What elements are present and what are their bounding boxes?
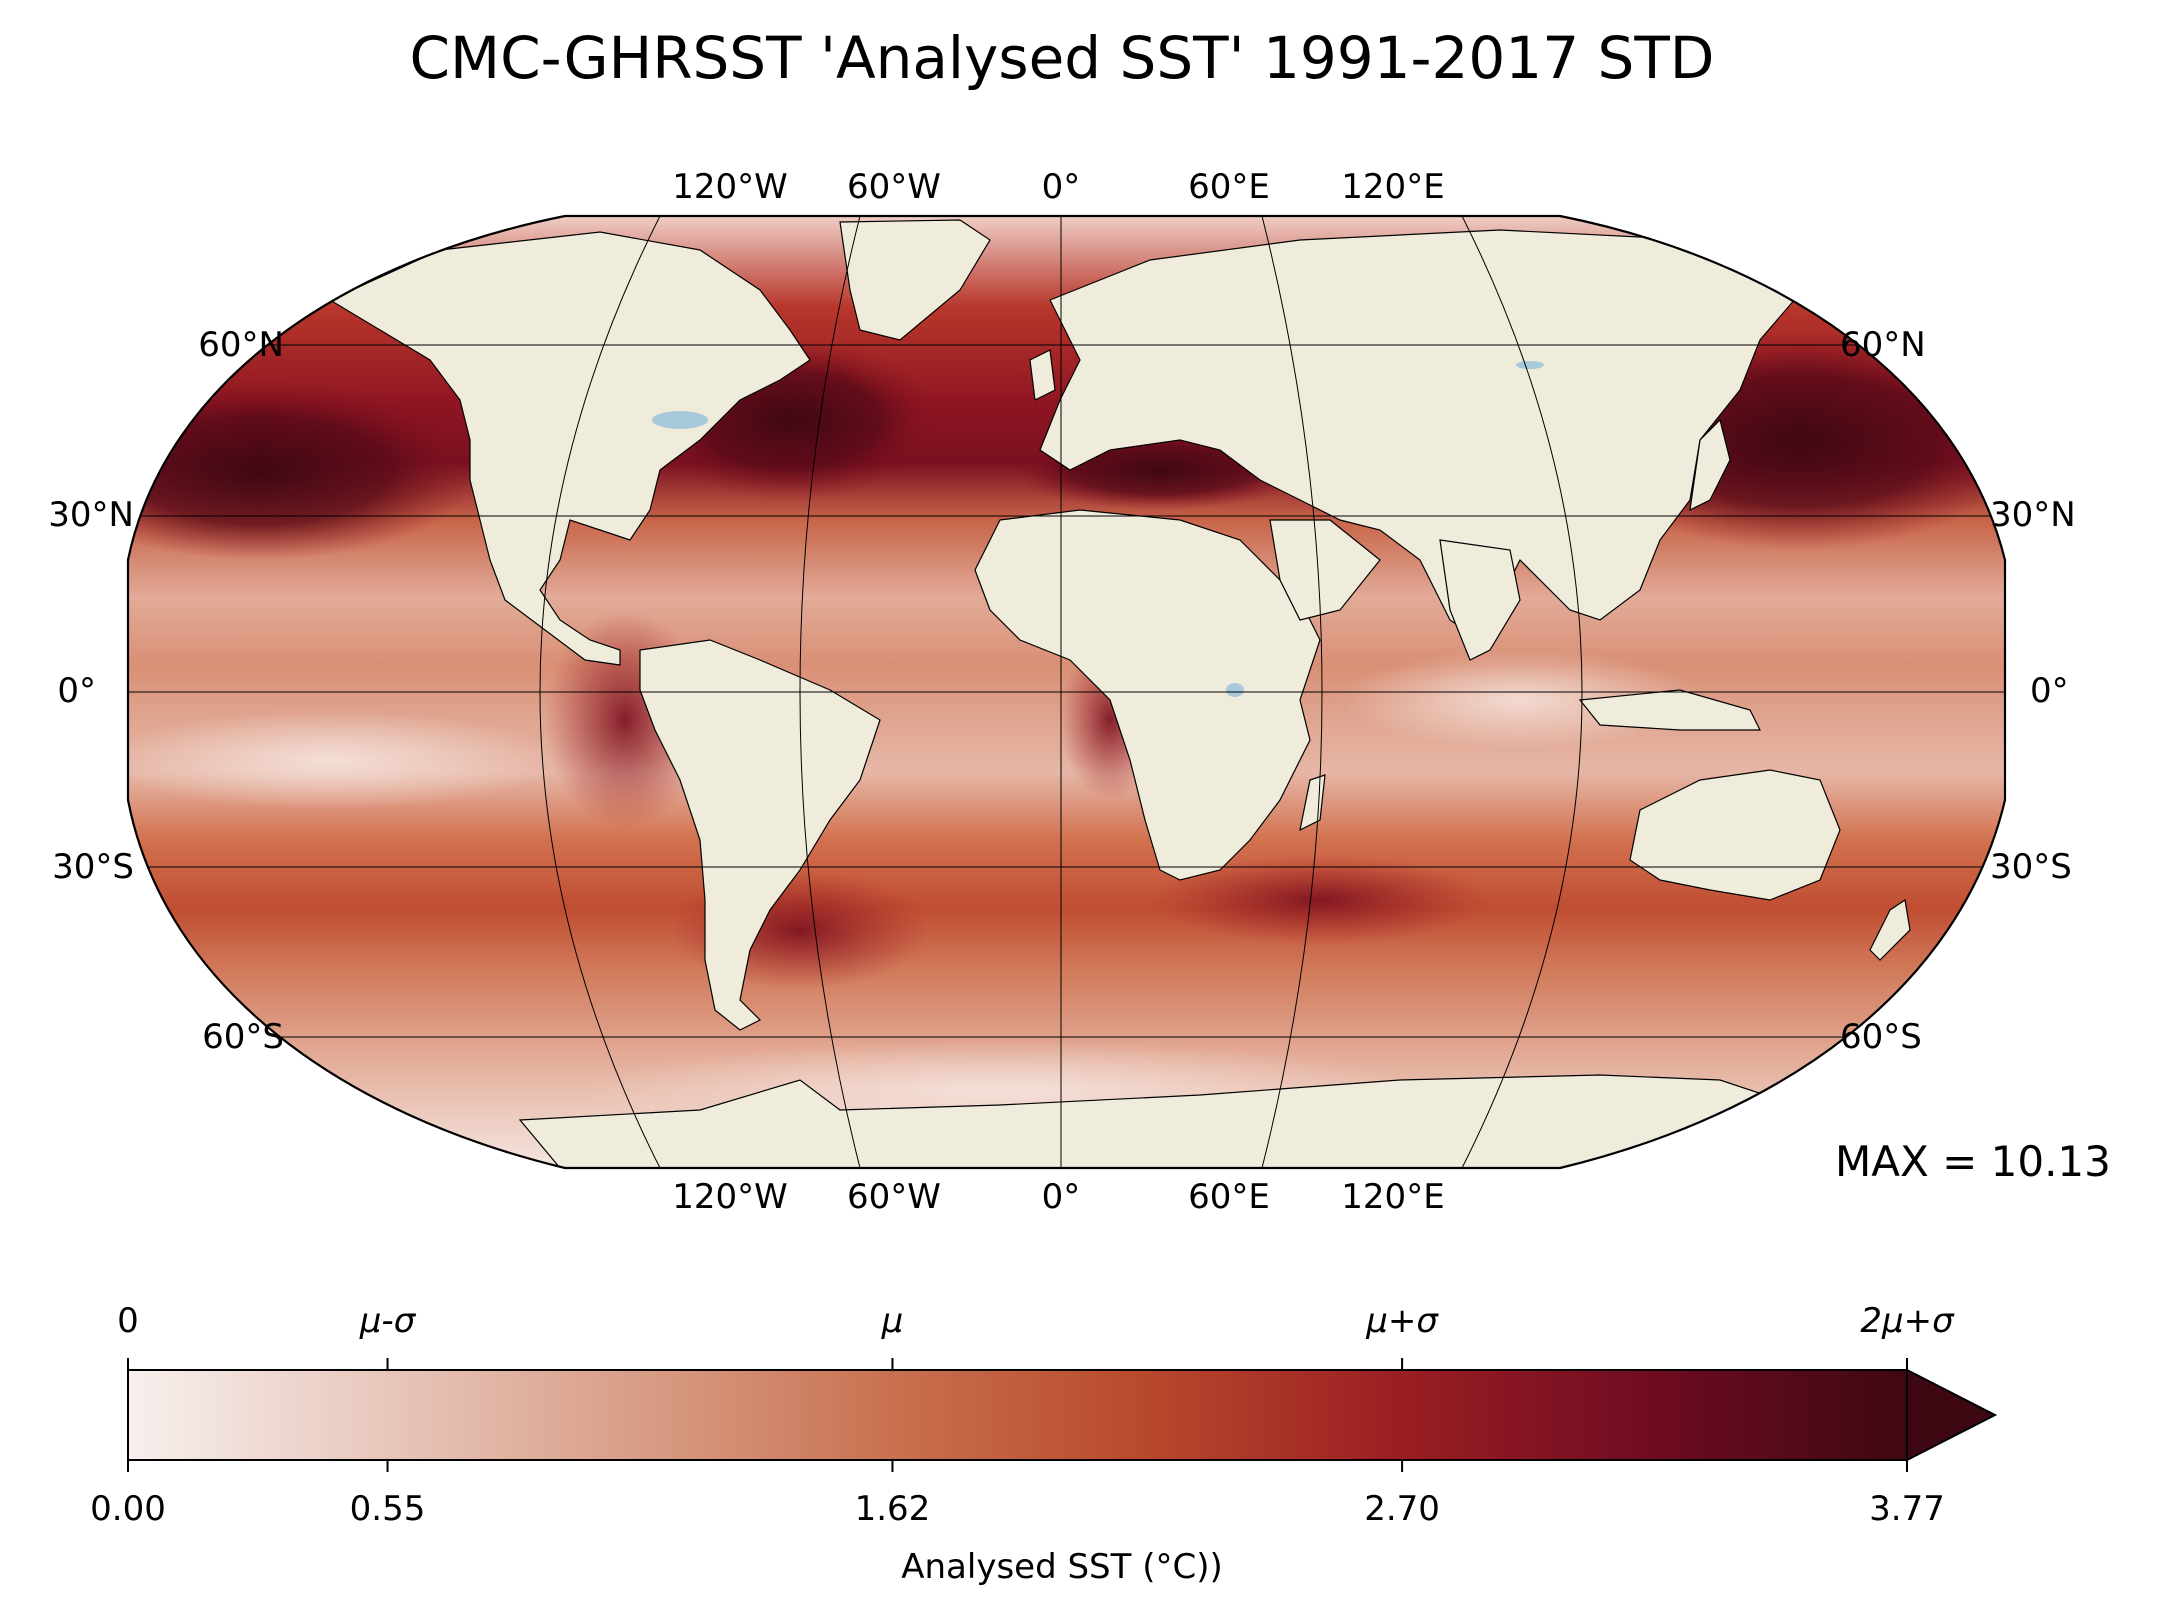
lat-label-left: 30°S xyxy=(52,847,134,887)
lake-victoria xyxy=(1226,683,1244,697)
land-indonesia xyxy=(1578,689,1761,731)
colorbar-extend-arrow xyxy=(1906,1368,1998,1462)
meridian-120e xyxy=(1461,216,1583,1168)
meridian-60e xyxy=(1261,216,1323,1168)
lat-label-right: 30°S xyxy=(1990,847,2072,887)
land-north-america xyxy=(328,231,811,666)
lat-label-right: 0° xyxy=(2030,671,2069,711)
colorbar-top-label: 0 xyxy=(117,1301,139,1341)
lon-labels-bottom: 120°W 60°W 0° 60°E 120°E xyxy=(672,1177,1444,1217)
land-new-zealand xyxy=(1869,898,1911,961)
lat-labels-right: 60°N 30°N 0° 30°S 60°S xyxy=(1840,325,2076,1057)
lon-label-top: 0° xyxy=(1042,167,1081,207)
colorbar-fill xyxy=(128,1370,1907,1460)
world-map: 120°W 60°W 0° 60°E 120°E 120°W 60°W 0° 6… xyxy=(48,167,2111,1217)
colorbar-bottom-label: 0.00 xyxy=(90,1489,166,1529)
land-arabia xyxy=(1269,519,1381,621)
lat-label-left: 0° xyxy=(57,671,96,711)
lakes xyxy=(652,361,1544,697)
colorbar-bottom-labels: 0.00 0.55 1.62 2.70 3.77 xyxy=(90,1489,1945,1529)
land-uk xyxy=(1029,349,1056,401)
lat-label-left: 30°N xyxy=(48,495,134,535)
colorbar-outline xyxy=(127,1369,1907,1461)
colorbar-top-label: μ+σ xyxy=(1365,1301,1439,1341)
meridian-120w xyxy=(539,216,661,1168)
lat-label-right: 60°N xyxy=(1840,325,1926,365)
colorbar-bottom-label: 3.77 xyxy=(1869,1489,1945,1529)
lon-labels-top: 120°W 60°W 0° 60°E 120°E xyxy=(672,167,1444,207)
lake-baikal xyxy=(1516,361,1544,369)
colorbar-top-label: 2μ+σ xyxy=(1860,1301,1955,1341)
lon-label-top: 120°W xyxy=(672,167,788,207)
colorbar-top-label: μ-σ xyxy=(359,1301,417,1341)
colorbar: 0 μ-σ μ μ+σ 2μ+σ 0.00 0.55 1.62 2.70 3.7… xyxy=(90,1301,1998,1587)
colorbar-ticks xyxy=(127,1358,1908,1472)
colorbar-top-label: μ xyxy=(881,1301,904,1341)
colorbar-axis-label: Analysed SST (°C)) xyxy=(901,1547,1223,1587)
lon-label-bottom: 120°W xyxy=(672,1177,788,1217)
colorbar-bottom-label: 1.62 xyxy=(855,1489,931,1529)
lon-label-top: 60°W xyxy=(847,167,941,207)
lat-label-right: 60°S xyxy=(1840,1017,1922,1057)
figure-title: CMC-GHRSST 'Analysed SST' 1991-2017 STD xyxy=(410,24,1715,92)
land-south-america xyxy=(639,639,881,1031)
lon-label-bottom: 60°E xyxy=(1188,1177,1270,1217)
max-value-label: MAX = 10.13 xyxy=(1835,1137,2111,1186)
meridian-60w xyxy=(799,216,861,1168)
lat-label-right: 30°N xyxy=(1990,495,2076,535)
lake-great-lakes xyxy=(652,411,708,429)
lat-label-left: 60°N xyxy=(198,325,284,365)
colorbar-top-labels: 0 μ-σ μ μ+σ 2μ+σ xyxy=(117,1301,1955,1341)
lon-label-bottom: 60°W xyxy=(847,1177,941,1217)
lon-label-bottom: 120°E xyxy=(1341,1177,1444,1217)
pale-region-pacific xyxy=(128,710,560,810)
lat-labels-left: 60°N 30°N 0° 30°S 60°S xyxy=(48,325,284,1057)
colorbar-bottom-label: 0.55 xyxy=(350,1489,426,1529)
lat-label-left: 60°S xyxy=(202,1017,284,1057)
hotspot-agulhas xyxy=(1150,855,1490,945)
land-india xyxy=(1439,539,1521,661)
lon-label-bottom: 0° xyxy=(1042,1177,1081,1217)
graticule xyxy=(128,216,2005,1168)
land-greenland xyxy=(839,219,991,341)
lon-label-top: 120°E xyxy=(1341,167,1444,207)
colorbar-bottom-label: 2.70 xyxy=(1364,1489,1440,1529)
lon-label-top: 60°E xyxy=(1188,167,1270,207)
land-japan xyxy=(1689,418,1731,512)
